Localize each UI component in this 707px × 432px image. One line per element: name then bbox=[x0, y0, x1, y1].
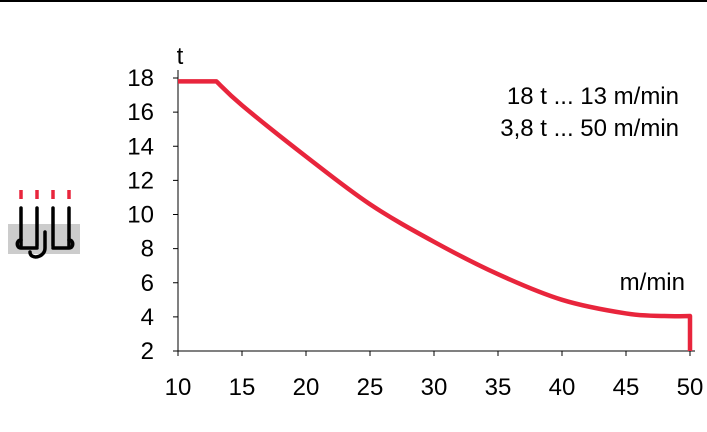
hoist-hook-icon bbox=[8, 190, 80, 259]
y-tick-label: 10 bbox=[127, 202, 154, 229]
x-tick-label: 20 bbox=[293, 374, 320, 401]
load-curve bbox=[178, 79, 693, 351]
y-tick-label: 18 bbox=[127, 65, 154, 92]
annotation-text: 18 t ... 13 m/min bbox=[507, 83, 679, 110]
x-tick-label: 50 bbox=[677, 374, 704, 401]
y-tick-label: 2 bbox=[141, 338, 154, 365]
x-tick-label: 45 bbox=[613, 374, 640, 401]
top-rule bbox=[0, 0, 707, 2]
y-tick-label: 4 bbox=[141, 304, 154, 331]
x-tick-label: 35 bbox=[485, 374, 512, 401]
x-axis-label: m/min bbox=[620, 269, 685, 296]
hoist-hook-block bbox=[15, 206, 75, 259]
x-tick-label: 40 bbox=[549, 374, 576, 401]
x-tick-label: 10 bbox=[165, 374, 192, 401]
y-tick-label: 16 bbox=[127, 99, 154, 126]
y-tick-label: 6 bbox=[141, 270, 154, 297]
y-axis-label: t bbox=[177, 43, 184, 70]
y-tick-label: 12 bbox=[127, 167, 154, 194]
x-tick-label: 25 bbox=[357, 374, 384, 401]
hoist-rope-dashes bbox=[19, 190, 71, 199]
y-tick-label: 14 bbox=[127, 133, 154, 160]
x-tick-label: 15 bbox=[229, 374, 256, 401]
y-tick-label: 8 bbox=[141, 236, 154, 263]
annotation-text: 3,8 t ... 50 m/min bbox=[500, 115, 679, 142]
x-tick-label: 30 bbox=[421, 374, 448, 401]
